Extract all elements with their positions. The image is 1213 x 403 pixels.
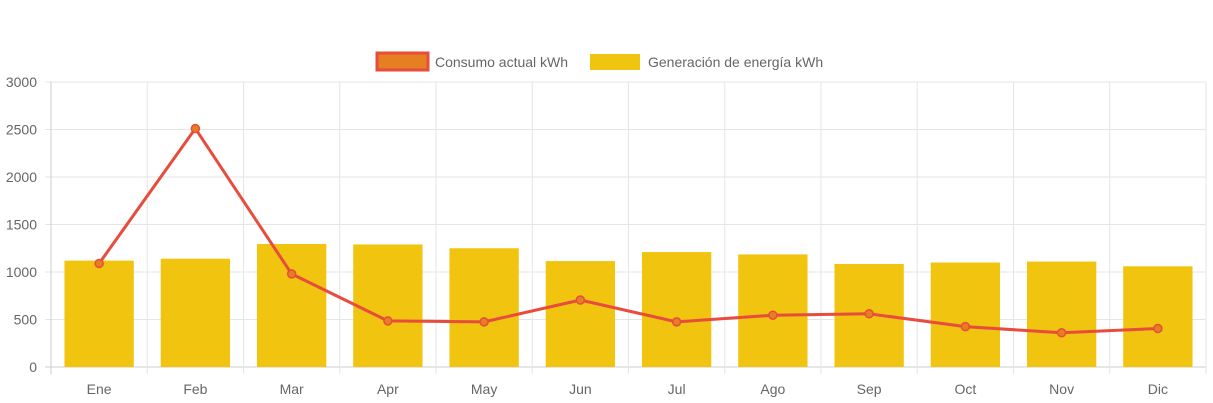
- x-tick-label: Ene: [87, 381, 112, 397]
- x-tick-label: Feb: [183, 381, 207, 397]
- point-consumo[interactable]: [960, 321, 971, 332]
- y-tick-label: 2000: [6, 169, 37, 185]
- bar-generacion[interactable]: [1123, 266, 1193, 367]
- grid: [45, 81, 1207, 374]
- legend-swatch-consumo: [375, 51, 430, 72]
- point-consumo[interactable]: [1153, 323, 1163, 334]
- bar-generacion[interactable]: [545, 261, 616, 367]
- point-consumo[interactable]: [1056, 328, 1067, 338]
- x-tick-label: Nov: [1049, 381, 1074, 397]
- point-consumo[interactable]: [479, 317, 489, 327]
- point-consumo[interactable]: [575, 295, 586, 305]
- point-consumo[interactable]: [94, 258, 104, 269]
- x-tick-label: Mar: [280, 381, 304, 397]
- legend-swatch-generacion: [590, 54, 640, 70]
- legend: Consumo actual kWh Generación de energía…: [375, 51, 823, 72]
- x-tick-label: Jun: [569, 381, 592, 397]
- point-consumo[interactable]: [671, 317, 682, 327]
- axes: 0 500 1000 1500 2000 2500 3000 Ene Feb Mar Apr May J…: [6, 74, 1168, 397]
- x-tick-label: Ago: [760, 381, 785, 397]
- y-tick-label: 2500: [6, 122, 37, 138]
- bar-generacion[interactable]: [930, 262, 1001, 368]
- x-tick-label: Dic: [1148, 381, 1168, 397]
- line-consumo: [94, 123, 1163, 338]
- bar-generacion[interactable]: [64, 260, 134, 367]
- legend-label-generacion: Generación de energía kWh: [648, 54, 823, 70]
- x-tick-label: May: [471, 381, 497, 397]
- bar-generacion[interactable]: [1026, 261, 1097, 367]
- legend-label-consumo: Consumo actual kWh: [435, 54, 568, 70]
- line-consumo-path: [97, 127, 1158, 335]
- point-consumo[interactable]: [864, 309, 874, 319]
- bar-generacion[interactable]: [353, 244, 423, 367]
- y-tick-label: 0: [29, 359, 37, 375]
- y-tick-label: 1000: [6, 264, 37, 280]
- x-tick-label: Apr: [377, 381, 399, 397]
- point-consumo[interactable]: [768, 310, 778, 320]
- y-tick-label: 500: [14, 312, 38, 328]
- bar-generacion[interactable]: [449, 248, 519, 367]
- x-tick-label: Oct: [954, 381, 976, 397]
- bar-generacion[interactable]: [641, 252, 712, 367]
- bar-generacion[interactable]: [160, 258, 231, 367]
- point-consumo[interactable]: [383, 316, 393, 326]
- bar-generacion[interactable]: [256, 243, 327, 367]
- legend-item-consumo[interactable]: Consumo actual kWh: [375, 51, 568, 72]
- legend-item-generacion[interactable]: Generación de energía kWh: [590, 54, 823, 70]
- point-consumo[interactable]: [286, 269, 297, 279]
- bars-generacion: [64, 243, 1193, 368]
- x-tick-label: Jul: [668, 381, 686, 397]
- y-tick-label: 1500: [6, 217, 37, 233]
- x-tick-label: Sep: [857, 381, 882, 397]
- y-tick-label: 3000: [6, 74, 37, 90]
- point-consumo[interactable]: [190, 123, 201, 134]
